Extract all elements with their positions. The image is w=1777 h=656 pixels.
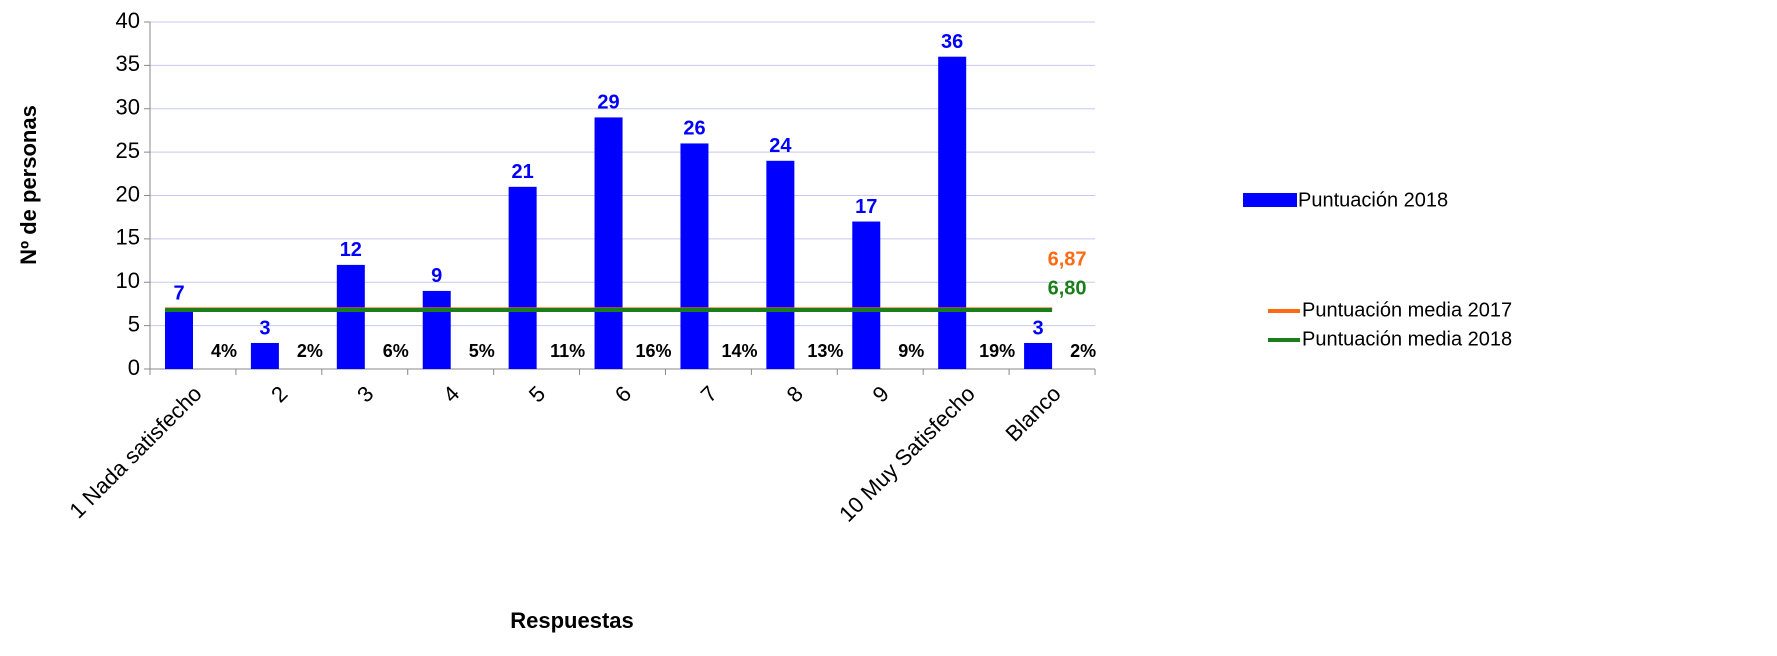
percent-label: 16% xyxy=(636,341,672,361)
y-tick-label: 25 xyxy=(116,138,140,163)
bar xyxy=(938,56,967,369)
percent-label: 19% xyxy=(979,341,1015,361)
bar xyxy=(594,117,623,369)
value-label: 7 xyxy=(173,283,184,305)
value-label: 24 xyxy=(769,135,792,157)
x-tick-label: 1 Nada satisfecho xyxy=(64,381,206,523)
legend-swatch xyxy=(1243,193,1297,207)
x-axis-title: Respuestas xyxy=(510,608,634,633)
y-tick-label: 10 xyxy=(116,268,140,293)
bar xyxy=(766,160,795,369)
bar xyxy=(250,342,279,369)
value-label: 29 xyxy=(597,92,619,114)
percent-label: 2% xyxy=(297,341,323,361)
y-tick-label: 15 xyxy=(116,225,140,250)
average-label: 6,87 xyxy=(1048,248,1087,270)
x-tick-label: 2 xyxy=(266,381,292,407)
x-tick-label: 5 xyxy=(524,381,550,407)
percent-label: 2% xyxy=(1070,341,1096,361)
x-tick-label: Blanco xyxy=(1000,381,1065,446)
percent-label: 5% xyxy=(469,341,495,361)
legend-label: Puntuación media 2017 xyxy=(1302,299,1512,321)
bar xyxy=(165,308,193,369)
percent-label: 13% xyxy=(807,341,843,361)
y-tick-label: 40 xyxy=(116,8,140,33)
percent-label: 4% xyxy=(211,341,237,361)
percent-label: 9% xyxy=(898,341,924,361)
y-tick-label: 0 xyxy=(128,355,140,380)
x-tick-label: 3 xyxy=(352,381,378,407)
x-tick-label: 4 xyxy=(438,381,464,407)
y-tick-label: 20 xyxy=(116,181,140,206)
value-label: 26 xyxy=(683,118,705,140)
percent-label: 6% xyxy=(383,341,409,361)
y-tick-label: 5 xyxy=(128,311,140,336)
percent-label: 11% xyxy=(550,341,585,361)
value-label: 12 xyxy=(340,239,362,261)
y-tick-label: 30 xyxy=(116,95,140,120)
x-tick-label: 10 Muy Satisfecho xyxy=(834,381,980,527)
y-axis-title: Nº de personas xyxy=(16,105,41,265)
legend-label: Puntuación 2018 xyxy=(1298,189,1448,211)
bar xyxy=(852,221,881,369)
bar xyxy=(1024,342,1053,369)
value-label: 17 xyxy=(855,196,877,218)
value-label: 3 xyxy=(1033,317,1044,339)
value-label: 9 xyxy=(431,265,442,287)
value-label: 21 xyxy=(512,161,534,183)
x-tick-label: 6 xyxy=(610,381,636,407)
y-tick-label: 35 xyxy=(116,51,140,76)
x-tick-label: 8 xyxy=(782,381,808,407)
bar xyxy=(680,143,709,369)
value-label: 3 xyxy=(259,317,270,339)
x-tick-label: 9 xyxy=(868,381,894,407)
average-label: 6,80 xyxy=(1048,277,1087,299)
value-label: 36 xyxy=(941,31,963,53)
bar xyxy=(336,264,365,369)
x-tick-label: 7 xyxy=(696,381,722,407)
bar xyxy=(508,186,537,369)
percent-label: 14% xyxy=(721,341,757,361)
bar xyxy=(422,290,451,369)
legend-label: Puntuación media 2018 xyxy=(1302,328,1512,350)
